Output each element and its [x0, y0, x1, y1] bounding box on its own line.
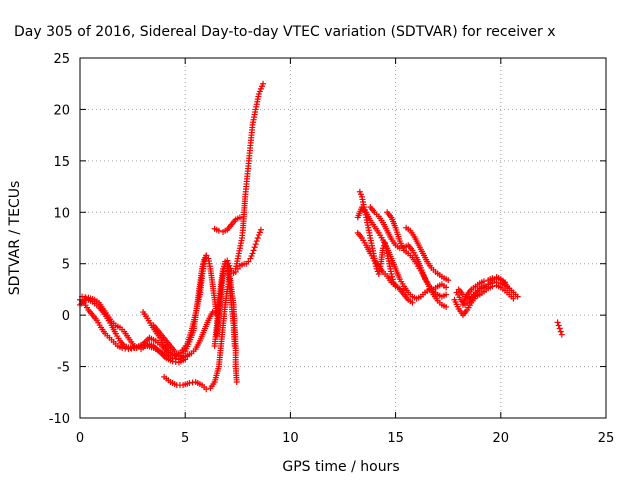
data-point	[510, 295, 517, 302]
data-point	[257, 226, 264, 233]
x-tick-label: 25	[598, 431, 615, 446]
chart-title: Day 305 of 2016, Sidereal Day-to-day VTE…	[14, 24, 556, 40]
data-point	[557, 328, 564, 335]
data-point	[231, 343, 238, 349]
data-point	[555, 322, 562, 329]
y-tick-label: 25	[53, 52, 70, 67]
y-tick-label: -10	[49, 412, 70, 427]
y-tick-label: 15	[53, 155, 70, 170]
plot-frame	[79, 57, 607, 419]
y-tick-label: 20	[53, 103, 70, 118]
data-point	[233, 379, 240, 385]
data-point	[480, 278, 487, 285]
x-axis-label: GPS time / hours	[282, 459, 399, 475]
data-point	[443, 291, 450, 298]
data-point	[133, 345, 140, 352]
y-tick-label: 0	[62, 309, 70, 324]
data-point	[250, 247, 257, 254]
x-tick-label: 0	[76, 431, 84, 446]
data-point	[409, 299, 416, 306]
data-point	[489, 275, 496, 282]
y-tick-label: -5	[57, 361, 70, 376]
data-point	[254, 235, 261, 241]
data-point	[554, 319, 561, 326]
data-point	[389, 273, 396, 280]
x-tick-label: 15	[387, 431, 404, 446]
data-point	[443, 303, 450, 310]
data-point	[445, 277, 452, 284]
data-point	[512, 291, 519, 298]
data-point	[260, 80, 267, 87]
y-tick-label: 10	[53, 206, 70, 221]
data-point	[489, 283, 496, 290]
x-tick-label: 20	[493, 431, 510, 446]
grid-lines	[80, 58, 606, 418]
x-tick-label: 10	[282, 431, 299, 446]
data-point	[236, 214, 243, 221]
data-point	[502, 279, 509, 286]
axis-ticks	[79, 57, 607, 419]
data-point	[251, 244, 258, 251]
data-point	[556, 325, 563, 332]
data-point	[252, 241, 259, 248]
data-point	[558, 331, 565, 338]
data-point	[184, 353, 191, 360]
x-tick-label: 5	[181, 431, 189, 446]
data-point	[388, 271, 395, 277]
y-axis-label: SDTVAR / TECUs	[7, 181, 23, 296]
data-point	[396, 245, 403, 252]
data-points	[77, 80, 565, 393]
data-point	[209, 309, 216, 316]
data-point	[245, 258, 252, 265]
data-point	[203, 252, 210, 259]
data-point	[215, 227, 222, 234]
data-point	[180, 354, 187, 361]
tick-labels: 0 5 10 15 20 25 -10 -5 0 5 10 15 20 25	[49, 52, 615, 446]
data-point	[203, 386, 210, 393]
y-tick-label: 5	[62, 258, 70, 273]
data-point	[249, 250, 256, 257]
data-point	[443, 284, 450, 291]
data-point	[253, 238, 260, 245]
